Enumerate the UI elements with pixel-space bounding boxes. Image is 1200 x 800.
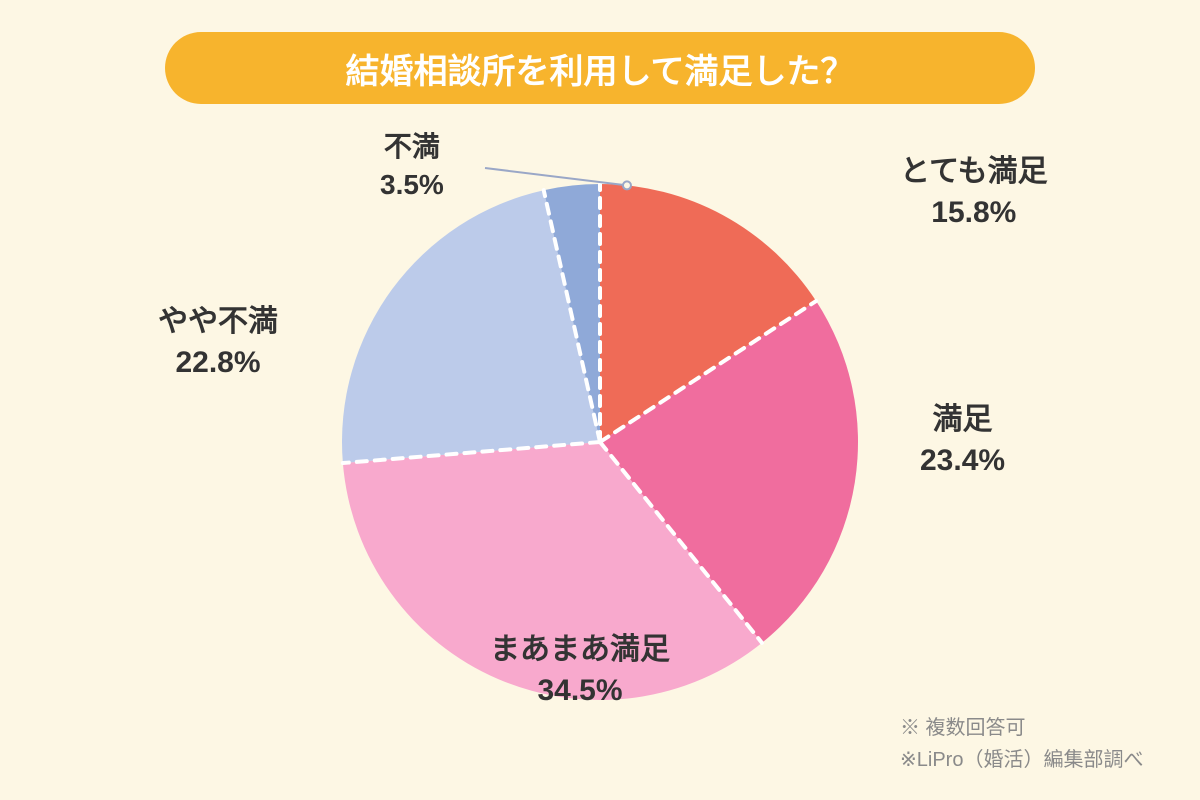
pie-label-name: まあまあ満足 [490,630,670,671]
footnote-line: ※LiPro（婚活）編集部調べ [900,744,1143,776]
pie-leader-line [485,168,627,185]
pie-label-pct: 3.5% [380,166,444,204]
pie-label-somewhat-satisfied: まあまあ満足34.5% [490,630,670,711]
pie-label-pct: 15.8% [900,193,1048,234]
pie-label-name: とても満足 [900,152,1048,193]
pie-label-name: 満足 [920,400,1005,441]
pie-label-name: やや不満 [158,302,278,343]
pie-leader-marker [623,181,631,189]
pie-label-pct: 22.8% [158,343,278,384]
chart-canvas: 結婚相談所を利用して満足した？ とても満足15.8%満足23.4%まあまあ満足3… [0,0,1200,800]
pie-label-somewhat-unsatisfied: やや不満22.8% [158,302,278,383]
footnotes: ※ 複数回答可※LiPro（婚活）編集部調べ [900,712,1143,776]
pie-label-name: 不満 [380,128,444,166]
pie-label-unsatisfied: 不満3.5% [380,128,444,204]
pie-label-very-satisfied: とても満足15.8% [900,152,1048,233]
pie-label-pct: 34.5% [490,671,670,712]
pie-label-pct: 23.4% [920,441,1005,482]
footnote-line: ※ 複数回答可 [900,712,1143,744]
pie-label-satisfied: 満足23.4% [920,400,1005,481]
